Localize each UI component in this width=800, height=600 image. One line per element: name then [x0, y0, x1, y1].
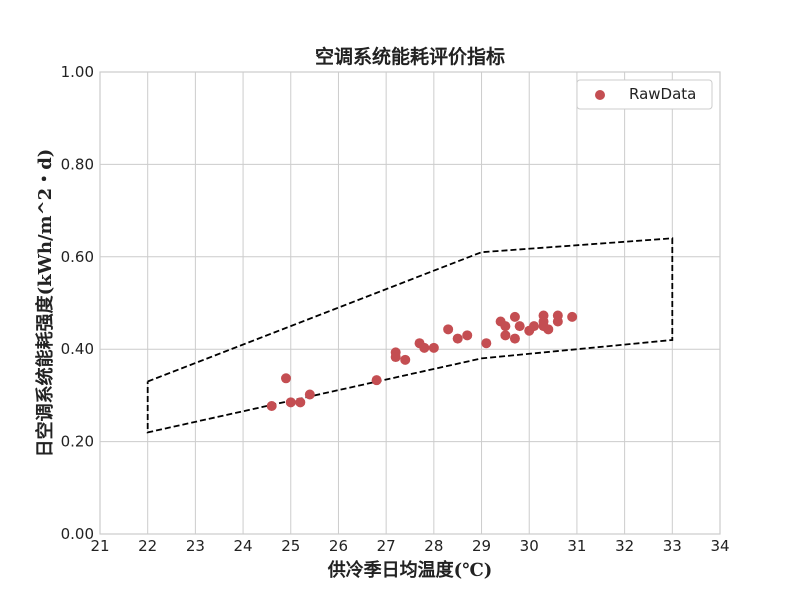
y-tick-label: 0.20: [61, 433, 94, 451]
data-point: [462, 330, 473, 341]
data-point: [500, 330, 511, 341]
data-point: [481, 338, 492, 349]
x-tick-label: 26: [329, 537, 348, 555]
x-tick-label: 31: [567, 537, 586, 555]
data-point: [419, 342, 430, 353]
y-tick-label: 0.40: [61, 340, 94, 358]
points-layer: [266, 310, 578, 412]
x-tick-label: 29: [472, 537, 491, 555]
boundary-dashed-line: [146, 237, 674, 434]
x-tick-label: 28: [424, 537, 443, 555]
x-tick-label: 25: [281, 537, 300, 555]
plot-frame: [99, 71, 721, 535]
data-point: [529, 321, 539, 332]
y-tick-labels: 0.00 0.20 0.40 0.60 0.80 1.00: [61, 63, 94, 543]
legend: RawData: [576, 79, 713, 110]
x-tick-label: 32: [615, 537, 634, 555]
y-tick-label: 0.60: [61, 248, 94, 266]
y-tick-label: 1.00: [61, 63, 94, 81]
data-point: [390, 347, 401, 358]
data-point: [400, 354, 411, 365]
x-tick-label: 34: [710, 537, 729, 555]
data-point: [266, 401, 277, 412]
x-tick-labels: 21 22 23 24 25 26 27 28 29 30 31 32 33 34: [90, 537, 729, 555]
data-point: [509, 333, 520, 344]
x-axis-label: 供冷季日均温度(℃): [327, 559, 493, 581]
y-axis-label: 日空调系统能耗强度(kWh/m^2・d): [34, 149, 56, 458]
data-point: [304, 389, 315, 400]
data-point: [428, 342, 439, 353]
x-tick-label: 27: [377, 537, 396, 555]
chart-title: 空调系统能耗评价指标: [315, 45, 505, 68]
x-tick-label: 30: [520, 537, 539, 555]
x-tick-label: 33: [663, 537, 682, 555]
data-point: [285, 397, 296, 408]
legend-label: RawData: [629, 85, 696, 103]
plot-area: [100, 72, 720, 534]
data-point: [552, 316, 563, 327]
boundary-layer: [146, 237, 674, 434]
legend-box: [576, 79, 713, 110]
y-tick-label: 0.80: [61, 155, 94, 173]
data-point: [567, 311, 578, 322]
data-point: [371, 375, 382, 386]
legend-marker: [595, 90, 605, 100]
data-point: [509, 311, 520, 322]
y-tick-label: 0.00: [61, 525, 94, 543]
data-point: [295, 397, 306, 408]
data-point: [452, 333, 463, 344]
data-point: [500, 321, 511, 332]
data-point: [281, 373, 291, 384]
x-tick-label: 22: [138, 537, 157, 555]
x-tick-label: 23: [186, 537, 205, 555]
data-point: [543, 324, 554, 335]
x-tick-label: 21: [90, 537, 109, 555]
data-point: [443, 324, 454, 335]
data-point: [514, 321, 525, 332]
x-tick-label: 24: [234, 537, 253, 555]
